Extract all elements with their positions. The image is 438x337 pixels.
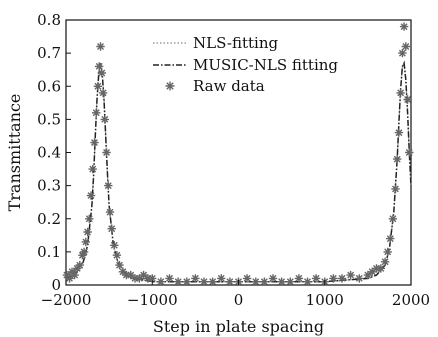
raw-data-point	[388, 214, 398, 223]
raw-data-point	[130, 274, 140, 283]
raw-data-point	[173, 277, 183, 286]
raw-data-point	[311, 274, 321, 283]
raw-data-point	[88, 164, 97, 174]
x-tick-label: −1000	[127, 291, 178, 309]
raw-data-point	[93, 82, 103, 91]
y-tick-label: 0.6	[37, 77, 61, 95]
raw-data-point	[208, 277, 217, 286]
raw-data-point	[286, 277, 295, 286]
raw-data-point	[148, 274, 157, 283]
legend-marker-raw-data	[165, 81, 175, 91]
raw-data-point	[100, 115, 109, 124]
raw-data-point	[405, 148, 414, 157]
legend-label: MUSIC-NLS fitting	[193, 56, 338, 74]
raw-data-point	[394, 128, 404, 137]
raw-data-point	[86, 191, 96, 200]
y-tick-label: 0	[51, 276, 61, 294]
legend-label: NLS-fitting	[193, 34, 278, 52]
raw-data-point	[118, 267, 128, 276]
raw-data-point	[165, 274, 174, 283]
raw-data-point	[401, 42, 410, 51]
series-layer	[62, 22, 414, 286]
raw-data-point	[92, 108, 101, 117]
axes-layer: −2000 −1000 0 1000 2000 0 0.1 0.2 0.3 0.4 0.5 0.6 0.…	[37, 11, 430, 309]
raw-data-point	[65, 274, 74, 283]
raw-data-point	[143, 274, 153, 283]
raw-data-point	[372, 264, 381, 273]
raw-data-point	[135, 274, 144, 283]
y-tick-label: 0.7	[37, 44, 61, 62]
raw-data-point	[363, 270, 373, 280]
raw-data-point	[75, 260, 84, 270]
raw-data-point	[78, 251, 87, 260]
raw-data-point	[81, 237, 90, 247]
raw-data-point	[199, 277, 209, 286]
legend-label: Raw data	[193, 77, 265, 95]
raw-data-point	[268, 274, 278, 283]
x-tick-label: −2000	[41, 291, 92, 309]
raw-data-point	[83, 227, 92, 237]
raw-data-point	[386, 234, 395, 243]
raw-data-point	[396, 88, 405, 98]
raw-data-point	[97, 68, 106, 78]
raw-data-point	[107, 224, 116, 233]
raw-data-point	[98, 88, 108, 98]
x-axis-label: Step in plate spacing	[153, 317, 324, 336]
raw-data-point	[102, 148, 111, 157]
raw-data-point	[337, 274, 347, 283]
y-tick-label: 0.4	[37, 144, 61, 162]
raw-data-point	[398, 48, 407, 58]
raw-data-point	[294, 274, 304, 283]
raw-data-point	[104, 181, 113, 190]
raw-data-point	[96, 42, 105, 51]
raw-data-point	[399, 22, 409, 31]
raw-data-point	[67, 267, 77, 276]
raw-data-point	[329, 274, 338, 283]
raw-data-point	[368, 267, 377, 276]
raw-data-point	[393, 154, 402, 164]
y-axis-label: Transmittance	[5, 94, 24, 212]
raw-data-point	[260, 277, 269, 286]
raw-data-point	[95, 62, 104, 71]
raw-data-point	[376, 264, 385, 273]
raw-data-point	[115, 260, 124, 270]
raw-data-point	[139, 270, 148, 280]
raw-data-point	[126, 270, 135, 280]
raw-data-point	[303, 277, 312, 286]
raw-data-point	[217, 274, 226, 283]
raw-data-point	[70, 270, 79, 280]
raw-data-point	[346, 270, 355, 280]
raw-data-point	[277, 277, 286, 286]
raw-data-point	[182, 277, 191, 286]
y-tick-label: 0.8	[37, 11, 61, 29]
raw-data-point	[122, 270, 131, 280]
y-tick-label: 0.3	[37, 177, 61, 195]
raw-data-point	[85, 214, 94, 223]
raw-data-point	[383, 247, 392, 257]
raw-data-point	[191, 274, 200, 283]
raw-data-point	[380, 257, 390, 266]
raw-data-point	[110, 241, 119, 250]
raw-data-point	[79, 247, 89, 257]
music-nls-fitting-line	[65, 60, 412, 283]
raw-data-point	[156, 277, 166, 286]
raw-data-point	[105, 207, 115, 217]
raw-data-point	[251, 277, 260, 286]
raw-data-point	[403, 95, 412, 104]
x-tick-label: 1000	[306, 291, 344, 309]
y-tick-label: 0.5	[37, 110, 61, 128]
raw-data-point	[225, 277, 235, 286]
x-tick-label: 0	[234, 291, 244, 309]
x-tick-label: 2000	[392, 291, 430, 309]
raw-data-point	[391, 184, 400, 194]
nls-fitting-line	[65, 61, 412, 283]
raw-data-point	[242, 274, 252, 283]
legend: NLS-fitting MUSIC-NLS fitting Raw data	[153, 34, 338, 95]
raw-data-point	[90, 138, 99, 147]
y-tick-label: 0.2	[37, 210, 61, 228]
raw-data-point	[355, 274, 364, 283]
y-tick-label: 0.1	[37, 243, 61, 261]
raw-data-point	[112, 251, 122, 260]
